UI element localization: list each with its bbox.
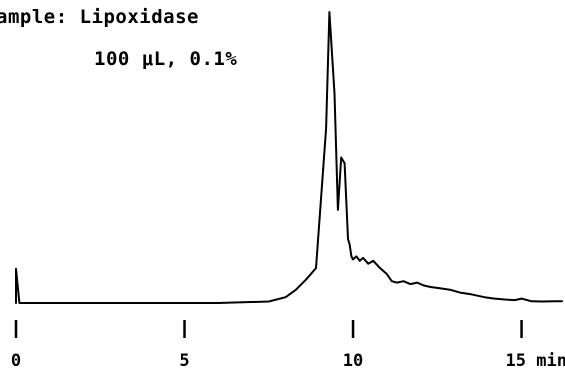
x-axis-ticks xyxy=(14,320,523,338)
x-axis-tick-labels: 0 5 10 15 min xyxy=(11,351,565,371)
sample-volume-concentration: 100 μL, 0.1% xyxy=(94,48,238,70)
sample-title: ample: Lipoxidase xyxy=(0,6,199,28)
x-tick-label: 10 xyxy=(343,351,363,371)
x-tick-label: 5 xyxy=(179,351,189,371)
x-tick-label: 15 min xyxy=(506,351,565,371)
x-tick-label: 0 xyxy=(11,351,21,371)
chromatogram-trace xyxy=(15,11,563,304)
